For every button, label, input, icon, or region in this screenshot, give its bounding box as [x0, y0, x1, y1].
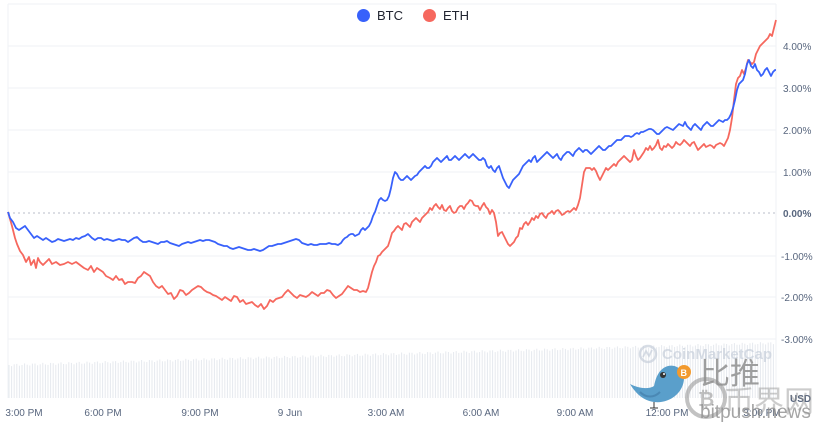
x-tick: 12:00 PM: [646, 408, 689, 419]
svg-text:₿: ₿: [698, 389, 714, 411]
bitcoin-ring-icon: [685, 377, 727, 419]
legend-label-btc: BTC: [377, 8, 403, 23]
x-tick: 9:00 PM: [181, 408, 218, 419]
x-tick: 9 Jun: [278, 408, 302, 419]
bitpush-watermark: ₿ 比推 币界网 bitpush.news B: [630, 358, 814, 423]
gridlines: [8, 45, 776, 340]
y-tick: -3.00%: [781, 335, 813, 346]
x-tick: 3:00 PM: [743, 408, 780, 419]
y-tick: 4.00%: [783, 42, 811, 53]
coinmarketcap-watermark: CoinMarketCap: [638, 344, 772, 364]
svg-text:币界网: 币界网: [724, 386, 814, 419]
currency-label: USD: [790, 394, 811, 405]
legend-label-eth: ETH: [443, 8, 469, 23]
x-tick: 3:00 PM: [5, 408, 42, 419]
y-axis: 4.00% 3.00% 2.00% 1.00% 0.00% -1.00% -2.…: [781, 42, 813, 405]
legend-item-btc[interactable]: BTC: [357, 8, 403, 23]
y-tick: 0.00%: [783, 209, 811, 220]
y-tick: 2.00%: [783, 126, 811, 137]
y-tick: -1.00%: [781, 252, 813, 263]
bird-mascot-icon: B: [630, 365, 691, 409]
x-tick: 3:00 AM: [368, 408, 405, 419]
btc-line: [7, 59, 776, 252]
eth-dot-icon: [423, 9, 436, 22]
svg-text:比推: 比推: [700, 358, 760, 391]
x-axis: 3:00 PM 6:00 PM 9:00 PM 9 Jun 3:00 AM 6:…: [5, 408, 780, 419]
x-tick: 9:00 AM: [557, 408, 594, 419]
chart-legend: BTC ETH: [0, 8, 826, 23]
y-tick: -2.00%: [781, 293, 813, 304]
svg-text:CoinMarketCap: CoinMarketCap: [662, 346, 772, 363]
svg-text:B: B: [681, 368, 688, 378]
btc-dot-icon: [357, 9, 370, 22]
legend-item-eth[interactable]: ETH: [423, 8, 469, 23]
svg-text:bitpush.news: bitpush.news: [700, 402, 811, 423]
x-tick: 6:00 PM: [84, 408, 121, 419]
x-tick: 6:00 AM: [463, 408, 500, 419]
eth-line: [7, 19, 777, 310]
y-tick: 3.00%: [783, 84, 811, 95]
y-tick: 1.00%: [783, 168, 811, 179]
